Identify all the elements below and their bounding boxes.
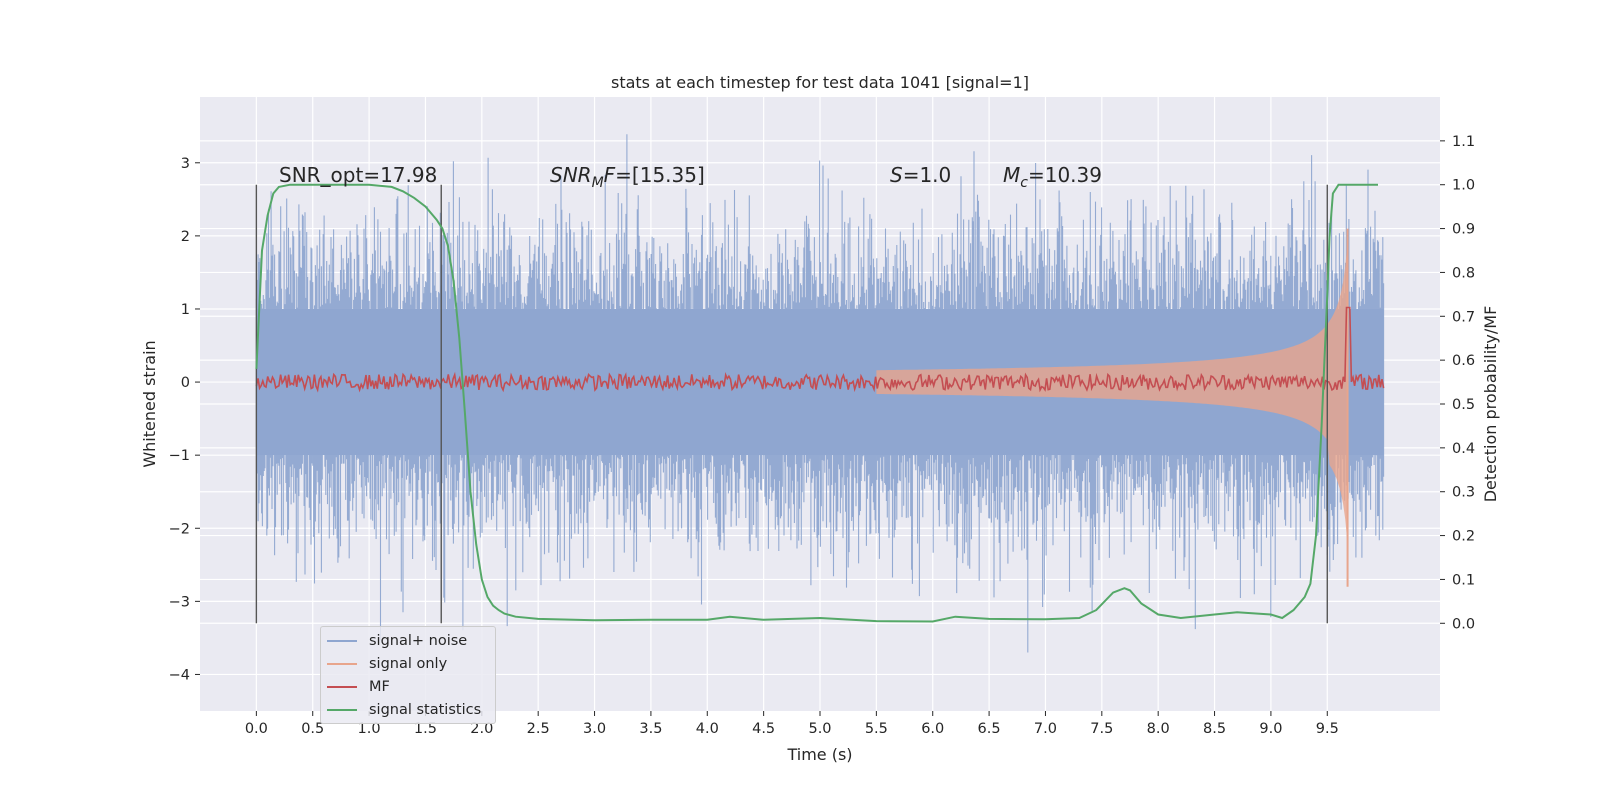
snr-mf-letter: F: [603, 163, 616, 187]
signal-statistics-line: [255, 183, 1378, 623]
legend-label-signal-noise: signal+ noise: [369, 633, 468, 649]
snr-mf-subscript: M: [591, 175, 604, 191]
x-tick-label-7: 3.5: [639, 721, 662, 737]
x-tick-label-3: 1.5: [414, 721, 437, 737]
y-right-tick-label-6: 0.6: [1452, 353, 1475, 369]
y-left-tick-label-2: −2: [169, 521, 190, 537]
x-tick-label-1: 0.5: [301, 721, 324, 737]
y-axis-label-left: Whitened strain: [140, 340, 159, 467]
x-tick-label-8: 4.0: [696, 721, 719, 737]
legend-swatch-signal-statistics: [327, 709, 357, 711]
legend-swatch-mf: [327, 686, 357, 688]
snr-mf-annotation: SNRMF=[15.35]: [550, 163, 705, 191]
legend-item-signal-only: signal only: [327, 653, 447, 675]
y-axis-label-right: Detection probability/MF: [1481, 306, 1500, 503]
y-right-tick-label-10: 1.0: [1452, 178, 1475, 194]
x-tick-label-12: 6.0: [921, 721, 944, 737]
y-left-tick-label-0: −4: [169, 667, 190, 683]
x-tick-label-14: 7.0: [1034, 721, 1057, 737]
x-tick-label-10: 5.0: [808, 721, 831, 737]
x-tick-label-2: 1.0: [358, 721, 381, 737]
s-annotation: S=1.0: [890, 163, 951, 187]
y-right-tick-label-3: 0.3: [1452, 485, 1475, 501]
series-mf: [255, 306, 1385, 393]
y-right-tick-label-8: 0.8: [1452, 265, 1475, 281]
y-left-tick-label-7: 3: [181, 156, 190, 172]
x-tick-label-18: 9.0: [1259, 721, 1282, 737]
mc-symbol: M: [1003, 163, 1021, 187]
x-tick-label-0: 0.0: [245, 721, 268, 737]
series-signal-only: [876, 228, 1349, 587]
s-value: =1.0: [902, 163, 952, 187]
y-right-tick-label-5: 0.5: [1452, 397, 1475, 413]
x-axis-label: Time (s): [786, 745, 852, 764]
snr-mf-symbol: SNR: [550, 163, 592, 187]
x-tick-label-4: 2.0: [470, 721, 493, 737]
y-right-tick-label-1: 0.1: [1452, 572, 1475, 588]
y-left-tick-label-5: 1: [181, 302, 190, 318]
x-tick-label-19: 9.5: [1316, 721, 1339, 737]
x-tick-label-15: 7.5: [1090, 721, 1113, 737]
vertical-markers: [255, 184, 1328, 624]
x-tick-label-6: 3.0: [583, 721, 606, 737]
x-tick-label-5: 2.5: [527, 721, 550, 737]
y-right-tick-label-4: 0.4: [1452, 441, 1475, 457]
y-right-tick-label-11: 1.1: [1452, 134, 1475, 150]
x-tick-label-11: 5.5: [865, 721, 888, 737]
y-left-tick-label-6: 2: [181, 229, 190, 245]
mc-annotation: Mc=10.39: [1003, 163, 1102, 191]
x-tick-label-17: 8.5: [1203, 721, 1226, 737]
x-tick-label-9: 4.5: [752, 721, 775, 737]
y-right-tick-label-7: 0.7: [1452, 309, 1475, 325]
legend-item-mf: MF: [327, 676, 390, 698]
y-right-tick-label-9: 0.9: [1452, 222, 1475, 238]
x-tick-label-13: 6.5: [978, 721, 1001, 737]
y-left-tick-label-1: −3: [169, 594, 190, 610]
mc-subscript: c: [1020, 175, 1028, 191]
axis-ticks: 0.0 0.5 1.0 1.5 2.0 2.5 3.0 3.5 4.0 4.5 5.0 5.5 6.0 6…: [169, 134, 1475, 737]
mf-trace: [255, 306, 1385, 393]
series-signal-statistics: [255, 183, 1378, 623]
legend-item-signal-statistics: signal statistics: [327, 699, 481, 721]
legend-swatch-signal-only: [327, 663, 357, 665]
mc-value: =10.39: [1027, 163, 1102, 187]
y-left-tick-label-4: 0: [181, 375, 190, 391]
x-tick-label-16: 8.0: [1147, 721, 1170, 737]
chirp-envelope: [876, 240, 1348, 546]
legend-swatch-signal-noise: [327, 640, 357, 642]
snr-mf-value: =[15.35]: [615, 163, 705, 187]
chart-title: stats at each timestep for test data 104…: [611, 73, 1029, 92]
y-right-tick-label-2: 0.2: [1452, 529, 1475, 545]
legend-item-signal-noise: signal+ noise: [327, 630, 467, 652]
y-right-tick-label-0: 0.0: [1452, 616, 1475, 632]
y-left-tick-label-3: −1: [169, 448, 190, 464]
snr-opt-annotation: SNR_opt=17.98: [279, 163, 438, 187]
legend: signal+ noise signal only MF signal stat…: [320, 626, 496, 724]
legend-label-mf: MF: [369, 679, 390, 695]
legend-label-signal-only: signal only: [369, 656, 448, 672]
legend-label-signal-statistics: signal statistics: [369, 702, 482, 718]
s-symbol: S: [890, 163, 903, 187]
